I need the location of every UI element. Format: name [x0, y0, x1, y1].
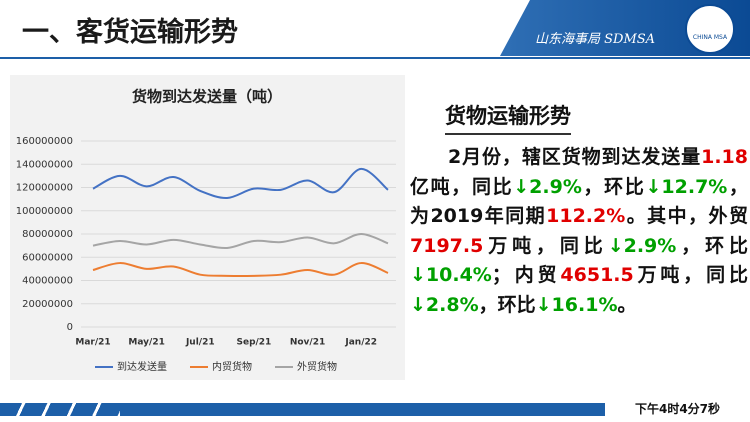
slide-title: 一、客货运输形势	[22, 17, 238, 48]
y-tick-label: 80000000	[22, 229, 73, 240]
text-run: ↓2.9%	[513, 175, 582, 198]
clock: 下午4时4分7秒	[634, 402, 721, 416]
x-tick-label: Jul/21	[185, 338, 215, 348]
x-tick-label: Sep/21	[236, 338, 271, 348]
x-tick-label: Mar/21	[75, 338, 110, 348]
text-run: ；内贸	[491, 264, 561, 286]
text-run: 亿吨，同比	[410, 175, 514, 198]
paragraph: 2月份，辖区货物到达发送量1.18亿吨，同比↓2.9%，环比↓12.7%，为20…	[410, 143, 748, 320]
text-run: ↓16.1%	[535, 293, 618, 316]
x-tick-label: May/21	[128, 338, 164, 348]
text-run: 1.18	[701, 146, 748, 168]
y-tick-label: 40000000	[22, 276, 73, 287]
text-run: ↓10.4%	[410, 264, 492, 286]
y-tick-label: 100000000	[16, 206, 73, 217]
text-run: 万吨，同比	[633, 264, 748, 286]
text-run: 万吨，同比	[483, 234, 608, 257]
text-run: 2月份，辖区货物到达发送量	[448, 146, 702, 168]
logo	[685, 4, 735, 54]
text-run: ，环比	[676, 234, 748, 257]
header-rule	[0, 57, 750, 59]
legend-label: 外贸货物	[297, 360, 337, 373]
series-line	[92, 232, 389, 250]
section-heading: 货物运输形势	[445, 100, 571, 135]
text-run: ↓2.8%	[410, 293, 479, 316]
x-tick-label: Jan/22	[344, 338, 377, 348]
text-run: 7197.5	[410, 234, 484, 257]
text-run: 112.2%	[546, 205, 626, 227]
legend-label: 内贸货物	[212, 360, 252, 373]
y-tick-label: 160000000	[16, 136, 73, 147]
y-tick-label: 120000000	[16, 183, 73, 194]
text-run: ↓2.9%	[607, 234, 677, 257]
text-run: ，为2019年同期	[410, 175, 748, 228]
text-run: 4651.5	[560, 264, 634, 286]
logo-text: CHINA MSA	[692, 34, 728, 41]
y-tick-label: 140000000	[16, 159, 73, 170]
text-run: ，环比	[478, 293, 536, 316]
text-run: 。	[617, 293, 637, 316]
series-line	[92, 167, 389, 199]
footer-bar	[120, 403, 605, 416]
text-run: 。其中，外贸	[625, 205, 748, 227]
y-tick-label: 20000000	[22, 299, 73, 310]
x-tick-label: Nov/21	[290, 338, 325, 348]
text-run: ，环比	[581, 175, 646, 198]
text-run: ↓12.7%	[645, 175, 728, 198]
y-tick-label: 60000000	[22, 252, 73, 263]
y-tick-label: 0	[67, 322, 73, 333]
series-line	[92, 262, 389, 277]
chart-title: 货物到达发送量（吨）	[132, 88, 282, 106]
brand-name: 山东海事局 SDMSA	[535, 32, 656, 47]
chart-panel: 货物到达发送量（吨） 0 20000000 40000000 60000000 8000…	[10, 75, 405, 380]
chart: 货物到达发送量（吨） 0 20000000 40000000 60000000 8000…	[16, 88, 396, 373]
legend-label: 到达发送量	[117, 360, 167, 373]
